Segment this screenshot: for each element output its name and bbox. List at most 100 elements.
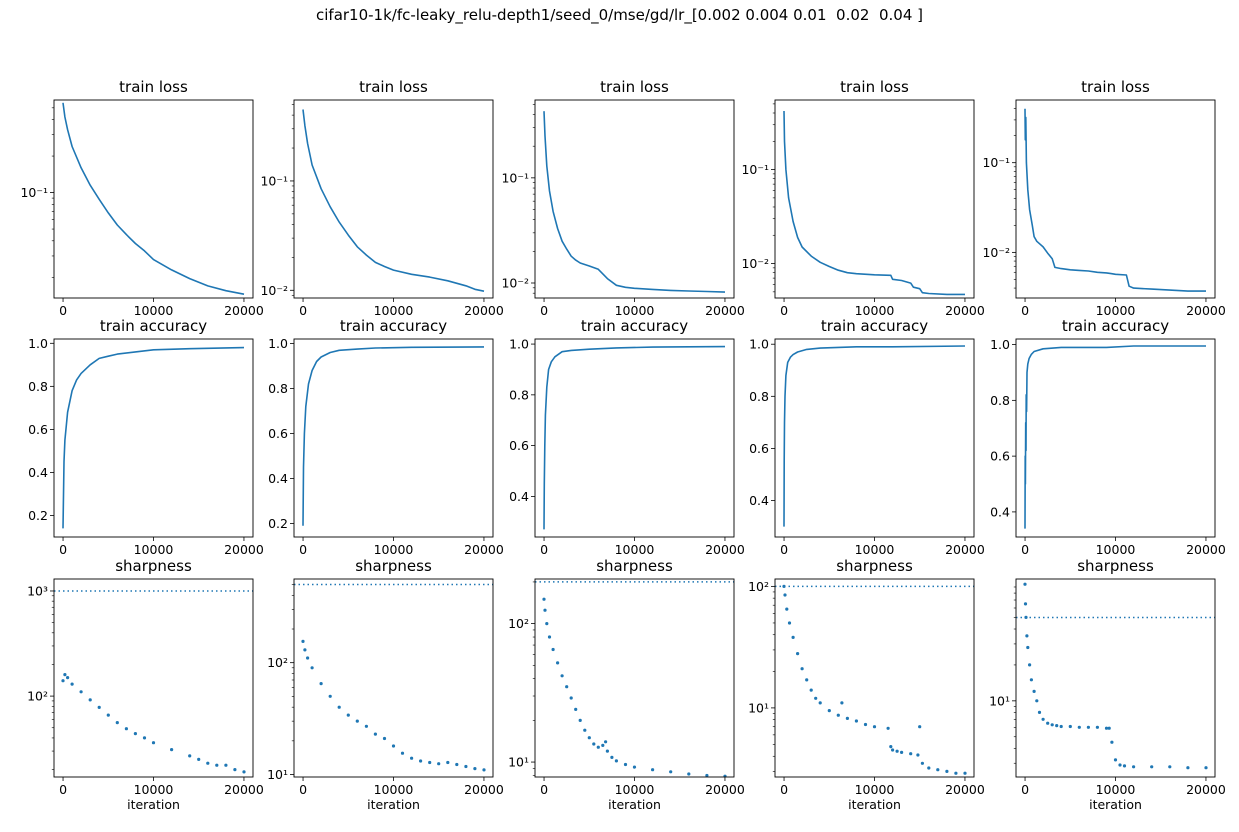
axes-frame [1015,578,1216,778]
x-tick-label: 0 [780,782,788,797]
y-tick-label: 0.4 [749,493,769,508]
data-point [70,682,74,686]
subplot-3-3: sharpness 0 10000 20000 10¹ 10² iteration [508,557,745,812]
subplot-title: train accuracy [100,317,207,335]
y-tick-label: 0.4 [28,465,48,480]
data-point [473,767,477,771]
data-point [543,608,547,612]
data-point [805,678,809,682]
data-point [1086,725,1090,729]
y-tick-label: 10¹ [508,755,529,770]
data-point [142,736,147,740]
subplot-3-4: sharpness 0 10000 20000 10¹ 10² iteration [748,557,985,812]
y-tick-label: 10⁻² [982,245,1010,260]
data-point [1168,765,1172,769]
subplot-title: train accuracy [581,317,688,335]
data-point [886,726,890,730]
data-point [1107,726,1111,730]
data-point [551,647,555,652]
x-tick-label: 10000 [855,782,895,797]
data-point [88,698,92,702]
data-point [916,753,920,757]
y-tick-label: 0.8 [509,387,529,402]
data-point [364,724,368,728]
x-tick-label: 20000 [945,782,985,797]
data-point [1026,645,1030,650]
x-tick-label: 0 [1021,303,1029,318]
figure-suptitle: cifar10-1k/fc-leaky_relu-depth1/seed_0/m… [316,6,923,24]
subplot-title: train loss [840,78,909,96]
series-line [543,111,726,293]
x-tick-label: 0 [59,542,67,557]
plot-area [1024,345,1206,529]
data-point [604,740,608,744]
x-tick-label: 20000 [705,303,745,318]
data-point [556,661,560,665]
data-point [782,584,786,589]
data-point [455,762,459,767]
series-line [783,345,966,527]
y-tick-label: 10⁻¹ [260,173,288,188]
x-axis-label: iteration [367,797,420,812]
x-axis-label: iteration [1089,797,1142,812]
data-point [1035,699,1039,703]
y-tick-label: 1.0 [268,336,288,351]
data-point [482,768,486,772]
data-point [800,667,804,671]
subplot-3-1: sharpness 0 10000 20000 10² 10³ iteration [27,557,264,812]
data-point [428,760,432,765]
y-tick-label: 0.8 [268,381,288,396]
x-tick-label: 10000 [134,782,174,797]
data-point [446,760,450,765]
data-point [242,770,246,774]
data-point [1046,721,1050,725]
x-tick-label: 10000 [1096,303,1136,318]
axes-frame [293,578,494,778]
data-point [1032,689,1036,694]
subplot-3-5: sharpness 0 10000 20000 10¹ iteration [989,557,1226,812]
series-line [62,102,245,295]
y-tick-label: 10³ [27,583,48,598]
data-point [301,639,305,644]
y-tick-label: 1.0 [990,337,1010,352]
data-point [1023,582,1027,586]
x-tick-label: 0 [540,542,548,557]
axes-frame [53,578,254,778]
data-point [583,728,587,732]
y-tick-label: 10⁻¹ [982,155,1010,170]
subplot-title: train loss [359,78,428,96]
data-point [592,742,596,746]
x-tick-label: 0 [59,303,67,318]
series-line [1024,108,1206,292]
series-line [62,346,245,529]
y-tick-label: 10⁻² [741,256,769,271]
y-tick-label: 0.8 [749,389,769,404]
x-tick-label: 10000 [615,542,655,557]
y-tick-label: 10⁻¹ [741,162,769,177]
y-tick-label: 0.6 [268,426,288,441]
y-tick-label: 10² [748,579,769,594]
data-point [791,635,795,640]
subplot-2-5: train accuracy 0 10000 20000 0.4 0.6 0.8 1.0 [990,317,1226,557]
x-tick-label: 20000 [705,782,745,797]
data-point [355,719,359,723]
data-point [206,761,210,765]
data-point [909,752,913,756]
y-tick-label: 10² [267,655,288,670]
data-point [1150,765,1154,769]
x-tick-label: 10000 [374,303,414,318]
data-point [560,674,564,678]
subplot-title: sharpness [1077,557,1154,575]
plot-area [1024,108,1206,292]
subplot-title: sharpness [115,557,192,575]
data-point [61,679,65,683]
data-point [836,713,840,717]
data-point [614,759,619,763]
data-point [814,696,818,700]
data-point [1041,717,1045,721]
y-tick-label: 0.8 [990,393,1010,408]
x-tick-label: 20000 [1186,542,1226,557]
y-tick-label: 0.4 [509,489,529,504]
data-point [215,763,219,767]
data-point [319,682,323,686]
